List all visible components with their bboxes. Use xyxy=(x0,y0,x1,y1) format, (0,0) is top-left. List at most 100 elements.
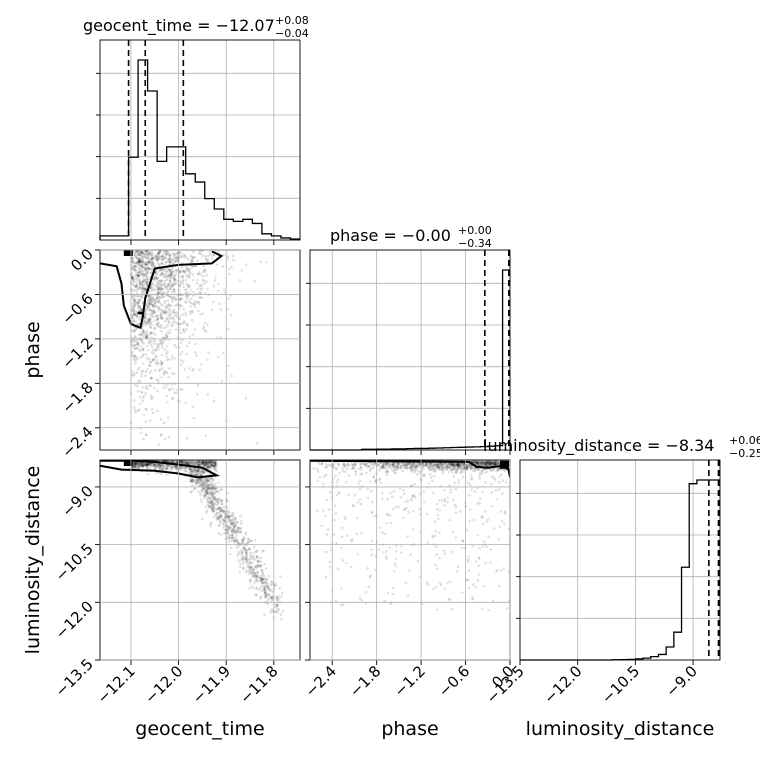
scatter-point xyxy=(138,260,141,264)
scatter-point xyxy=(448,519,452,522)
scatter-point xyxy=(141,354,144,358)
scatter-point xyxy=(183,466,187,470)
scatter-point xyxy=(301,460,304,463)
scatter-point xyxy=(359,465,363,469)
scatter-point xyxy=(136,257,139,260)
scatter-point xyxy=(137,286,141,290)
scatter-point xyxy=(255,573,259,577)
scatter-point xyxy=(491,460,494,464)
scatter-point xyxy=(151,257,155,260)
scatter-point xyxy=(500,492,504,495)
scatter-point xyxy=(154,270,158,273)
scatter-point xyxy=(249,565,253,569)
scatter-point xyxy=(230,530,234,534)
scatter-point xyxy=(151,411,155,415)
scatter-point xyxy=(253,581,256,584)
y-tick-label: 0.0 xyxy=(67,245,97,275)
scatter-point xyxy=(438,465,441,468)
scatter-point xyxy=(432,465,435,469)
scatter-point xyxy=(153,301,157,305)
scatter-point xyxy=(493,462,497,466)
scatter-point xyxy=(155,277,159,280)
scatter-point xyxy=(159,290,162,293)
scatter-point xyxy=(159,312,162,316)
scatter-point xyxy=(134,361,137,365)
scatter-point xyxy=(185,460,189,464)
scatter-point xyxy=(201,460,204,463)
scatter-point xyxy=(144,267,148,270)
scatter-point xyxy=(154,361,158,365)
scatter-point xyxy=(497,466,501,470)
scatter-point xyxy=(190,479,193,483)
scatter-point xyxy=(163,262,167,266)
scatter-point xyxy=(162,291,165,294)
scatter-point xyxy=(188,310,192,313)
scatter-point xyxy=(145,275,149,278)
scatter-point xyxy=(205,466,209,469)
scatter-point xyxy=(160,309,163,312)
scatter-point xyxy=(140,464,144,468)
scatter-point xyxy=(476,461,480,464)
scatter-point xyxy=(255,441,259,445)
scatter-point xyxy=(213,515,216,519)
scatter-point xyxy=(254,566,258,570)
scatter-point xyxy=(181,280,185,283)
scatter-point xyxy=(178,285,182,288)
scatter-point xyxy=(181,460,185,463)
scatter-point xyxy=(474,461,477,464)
scatter-point xyxy=(143,287,146,291)
scatter-point xyxy=(218,506,221,509)
scatter-point xyxy=(148,371,152,375)
scatter-point xyxy=(206,483,210,487)
scatter-point xyxy=(175,311,178,314)
scatter-point xyxy=(143,278,147,282)
scatter-point xyxy=(392,462,395,465)
scatter-point xyxy=(205,461,208,465)
scatter-point xyxy=(209,462,212,465)
scatter-point xyxy=(249,561,252,565)
scatter-point xyxy=(138,277,141,281)
scatter-point xyxy=(134,463,138,467)
scatter-point xyxy=(157,257,161,261)
scatter-point xyxy=(173,259,177,263)
scatter-point xyxy=(472,460,476,464)
scatter-point xyxy=(410,497,413,500)
scatter-point xyxy=(212,486,216,490)
scatter-point xyxy=(241,538,244,542)
scatter-point xyxy=(235,521,239,525)
scatter-point xyxy=(261,581,264,585)
scatter-point xyxy=(154,466,158,470)
scatter-point xyxy=(144,281,148,284)
scatter-point xyxy=(322,482,325,486)
scatter-point xyxy=(157,308,160,312)
scatter-point xyxy=(360,599,364,602)
scatter-point xyxy=(216,507,219,511)
xlabel-phase: phase xyxy=(381,718,438,740)
scatter-point xyxy=(474,586,477,589)
scatter-point xyxy=(200,488,203,492)
scatter-point xyxy=(405,462,409,465)
scatter-point xyxy=(153,464,157,467)
scatter-point xyxy=(253,574,256,578)
scatter-point xyxy=(158,269,162,272)
scatter-point xyxy=(503,512,507,515)
scatter-point xyxy=(210,460,213,464)
scatter-point xyxy=(144,260,148,264)
scatter-point xyxy=(157,348,160,351)
scatter-point xyxy=(149,308,153,312)
xlabel-geocent-time: geocent_time xyxy=(135,718,264,740)
scatter-point xyxy=(158,466,161,469)
scatter-point xyxy=(135,371,139,375)
scatter-point xyxy=(259,595,263,599)
scatter-point xyxy=(416,464,419,468)
scatter-point xyxy=(247,540,251,544)
scatter-point xyxy=(359,465,362,469)
scatter-point xyxy=(188,270,191,273)
scatter-point xyxy=(439,462,442,466)
scatter-point xyxy=(483,461,486,465)
scatter-point xyxy=(154,355,158,359)
scatter-point xyxy=(173,464,177,468)
scatter-point xyxy=(133,409,137,412)
scatter-point xyxy=(206,259,209,263)
scatter-point xyxy=(147,266,150,270)
